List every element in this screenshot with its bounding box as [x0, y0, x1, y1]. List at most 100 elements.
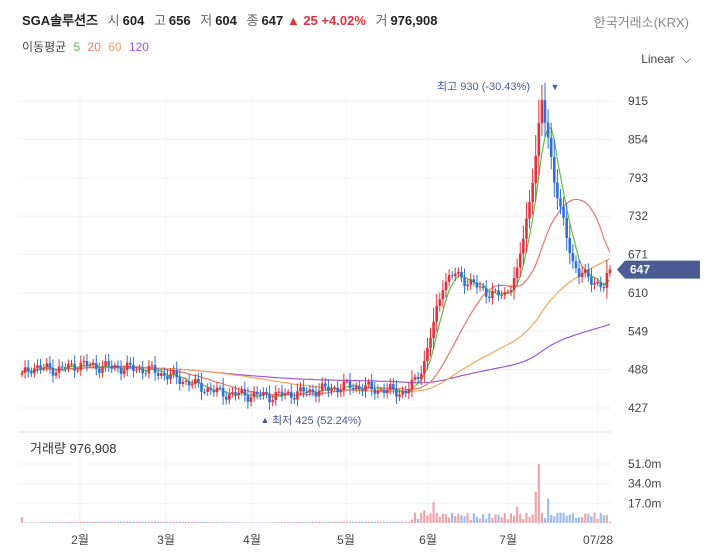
month-tick-label: 7월 — [499, 533, 517, 547]
volume-bar — [605, 515, 609, 523]
candle-body — [221, 387, 225, 397]
volume-bar — [311, 521, 315, 523]
volume-bar — [150, 521, 154, 523]
volume-bar — [246, 522, 250, 523]
current-price-value: 647 — [630, 263, 650, 277]
volume-bar — [234, 522, 237, 523]
volume-bar — [547, 498, 550, 523]
candle-body — [110, 365, 114, 369]
scale-label: Linear — [641, 52, 675, 66]
candle-body — [82, 361, 86, 363]
candle-body — [398, 394, 401, 397]
volume-bar — [184, 521, 188, 523]
volume-bar — [280, 522, 284, 523]
volume-bar — [274, 522, 277, 523]
volume-bar — [577, 517, 581, 523]
volume-bar — [249, 522, 253, 523]
volume-bar — [172, 521, 175, 523]
volume-bar — [138, 521, 141, 523]
candle-body — [271, 400, 274, 403]
candle-body — [42, 367, 45, 369]
volume-bar — [361, 521, 364, 523]
volume-bar — [188, 521, 191, 523]
open-label: 시 — [107, 13, 120, 28]
price-tick-label: 793 — [628, 171, 648, 185]
volume-bar — [321, 521, 324, 523]
ma20-path — [21, 198, 611, 396]
candle-body — [36, 365, 39, 369]
volume-bar — [367, 521, 370, 523]
candle-body — [181, 381, 185, 384]
ma20-label[interactable]: 20 — [87, 40, 101, 54]
volume-bar — [494, 514, 497, 523]
volume-bar — [392, 521, 395, 523]
ma5-label[interactable]: 5 — [73, 40, 81, 54]
candle-body — [85, 361, 89, 366]
candle-body — [460, 271, 463, 278]
candle-body — [116, 365, 120, 369]
volume-bar — [243, 522, 246, 523]
candle-body — [351, 388, 355, 390]
volume-bar — [132, 521, 135, 523]
volume-label: 거 — [375, 13, 388, 28]
volume-bar — [163, 521, 166, 523]
volume-bar — [61, 522, 64, 523]
candle-body — [302, 387, 305, 392]
candle-body — [203, 391, 206, 393]
volume-bar — [571, 513, 574, 523]
candle-body — [410, 379, 414, 390]
volume-bar — [352, 521, 355, 523]
candle-body — [478, 286, 482, 288]
candle-body — [138, 368, 141, 370]
candle-body — [311, 389, 315, 393]
volume-bar — [550, 514, 553, 523]
volume-bar — [27, 522, 30, 523]
ma60-label[interactable]: 60 — [108, 40, 122, 54]
candle-body — [265, 391, 268, 395]
volume-bar — [113, 521, 116, 523]
candle-body — [336, 387, 339, 393]
candle-body — [543, 100, 547, 123]
candle-body — [537, 123, 541, 156]
candle-body — [382, 389, 386, 394]
volume-bar — [472, 513, 475, 523]
candle-body — [76, 370, 80, 372]
candle-body — [29, 371, 33, 374]
candle-body — [20, 372, 24, 375]
price-tick-label: 854 — [628, 132, 648, 146]
candle-body — [593, 283, 596, 285]
candle-body — [314, 392, 318, 397]
candle-body — [67, 363, 70, 369]
scale-dropdown[interactable]: Linear ⌵ — [641, 52, 691, 67]
volume-bar — [308, 521, 311, 523]
volume-bar — [370, 521, 373, 523]
candle-body — [568, 238, 572, 254]
volume-bar — [398, 521, 401, 523]
volume-bar — [373, 521, 376, 523]
candle-body — [172, 370, 175, 374]
candle-body — [590, 276, 593, 285]
volume-bar — [522, 519, 525, 523]
candle-body — [574, 261, 578, 269]
volume-bar — [305, 521, 308, 523]
volume-bar — [169, 521, 172, 523]
candle-body — [453, 273, 457, 277]
ma120-label[interactable]: 120 — [128, 40, 149, 54]
volume-bar — [435, 512, 438, 523]
volume-bar — [73, 521, 76, 523]
volume-bar — [39, 522, 42, 523]
volume-bar — [389, 521, 392, 523]
price-tick-label: 610 — [628, 286, 648, 300]
candle-body — [472, 279, 476, 283]
volume-bar — [104, 521, 107, 523]
axes: 915 854 793 732 671 610 549 488 427 51.0m 34.0m 17.… — [71, 94, 661, 547]
volume-grid — [18, 463, 612, 504]
volume-bar — [314, 521, 318, 523]
candle-body — [70, 363, 73, 365]
volume-bar — [240, 522, 243, 523]
candle-body — [361, 389, 364, 392]
volume-bar — [123, 521, 126, 523]
volume-bar — [228, 522, 231, 523]
volume-bar — [45, 522, 48, 523]
